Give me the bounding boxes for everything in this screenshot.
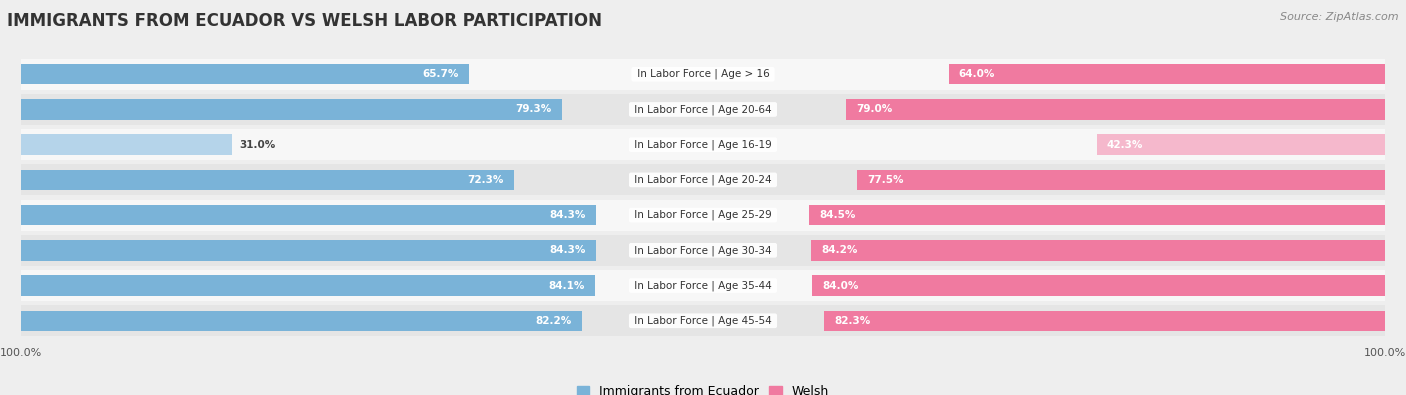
Bar: [949, 64, 1385, 85]
Text: IMMIGRANTS FROM ECUADOR VS WELSH LABOR PARTICIPATION: IMMIGRANTS FROM ECUADOR VS WELSH LABOR P…: [7, 12, 602, 30]
Bar: [21, 94, 1385, 125]
Text: Source: ZipAtlas.com: Source: ZipAtlas.com: [1281, 12, 1399, 22]
Bar: [808, 205, 1385, 225]
Text: 42.3%: 42.3%: [1107, 140, 1143, 150]
Text: 84.5%: 84.5%: [818, 210, 855, 220]
Bar: [846, 99, 1385, 120]
Bar: [824, 310, 1385, 331]
Text: 84.0%: 84.0%: [823, 280, 859, 291]
Text: 79.3%: 79.3%: [515, 104, 551, 115]
Text: In Labor Force | Age 25-29: In Labor Force | Age 25-29: [631, 210, 775, 220]
Text: 79.0%: 79.0%: [856, 104, 893, 115]
Text: 64.0%: 64.0%: [959, 69, 995, 79]
Bar: [21, 64, 470, 85]
Bar: [811, 240, 1385, 261]
Bar: [21, 310, 582, 331]
Bar: [21, 270, 1385, 301]
Text: 84.1%: 84.1%: [548, 280, 585, 291]
Text: 72.3%: 72.3%: [467, 175, 503, 185]
Text: In Labor Force | Age 35-44: In Labor Force | Age 35-44: [631, 280, 775, 291]
Text: In Labor Force | Age 20-64: In Labor Force | Age 20-64: [631, 104, 775, 115]
Legend: Immigrants from Ecuador, Welsh: Immigrants from Ecuador, Welsh: [574, 381, 832, 395]
Bar: [21, 99, 562, 120]
Text: 84.2%: 84.2%: [821, 245, 858, 255]
Text: In Labor Force | Age 45-54: In Labor Force | Age 45-54: [631, 316, 775, 326]
Text: 31.0%: 31.0%: [239, 140, 276, 150]
Text: 82.3%: 82.3%: [834, 316, 870, 326]
Bar: [856, 170, 1385, 190]
Bar: [21, 205, 596, 225]
Bar: [1097, 134, 1385, 155]
Bar: [21, 275, 595, 296]
Text: 65.7%: 65.7%: [422, 69, 458, 79]
Bar: [21, 59, 1385, 90]
Bar: [21, 164, 1385, 196]
Bar: [813, 275, 1385, 296]
Text: In Labor Force | Age 30-34: In Labor Force | Age 30-34: [631, 245, 775, 256]
Text: 84.3%: 84.3%: [550, 210, 586, 220]
Text: 77.5%: 77.5%: [866, 175, 903, 185]
Bar: [21, 129, 1385, 160]
Bar: [21, 134, 232, 155]
Text: 82.2%: 82.2%: [536, 316, 571, 326]
Bar: [21, 199, 1385, 231]
Text: In Labor Force | Age 20-24: In Labor Force | Age 20-24: [631, 175, 775, 185]
Bar: [21, 305, 1385, 336]
Bar: [21, 240, 596, 261]
Text: 84.3%: 84.3%: [550, 245, 586, 255]
Bar: [21, 170, 515, 190]
Bar: [21, 235, 1385, 266]
Text: In Labor Force | Age > 16: In Labor Force | Age > 16: [634, 69, 772, 79]
Text: In Labor Force | Age 16-19: In Labor Force | Age 16-19: [631, 139, 775, 150]
